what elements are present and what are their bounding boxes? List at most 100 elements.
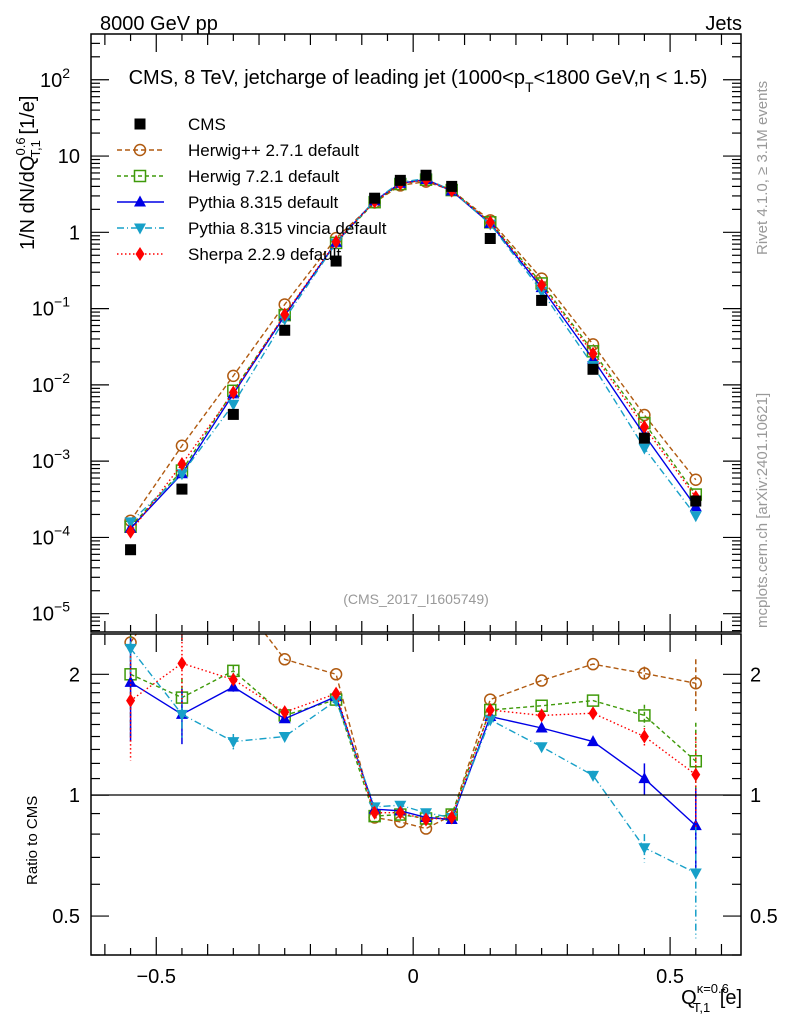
series-pythia-8-315-vincia-default-ratio-point [124,643,137,655]
series-sherpa-2-2-9-default-ratio-point [331,686,341,701]
y-tick-base: 10 [32,527,54,549]
cms-data-point [690,495,702,507]
series-herwig-2-7-1-default-point [638,408,651,422]
legend-marker [133,169,147,183]
legend-label: Herwig++ 2.7.1 default [188,141,359,160]
series-pythia-8-315-vincia-default-ratio-line [130,647,697,874]
series-herwig-2-7-1-default-point [227,369,240,383]
series-pythia-8-315-vincia-default-ratio-point [638,843,651,855]
y-tick-base: 10 [32,451,54,473]
xlabel-superscript: κ=0.6 [697,981,729,996]
series-herwig-7-2-1-default-ratio-point [638,709,651,722]
series-pythia-8-315-vincia-default-point [175,469,188,481]
side-label-rivet: Rivet 4.1.0, ≥ 3.1M events [754,81,771,255]
ratio-tick-label: 1 [69,785,80,807]
y-tick-base: 1 [69,222,80,244]
legend-label: Herwig 7.2.1 default [188,167,339,186]
y-tick-exponent: −4 [54,522,70,538]
y-axis-label: 1/N dN/dQ0.6T,1 [1/e] [13,96,43,250]
series-cms-main [125,169,702,556]
legend-marker [134,118,146,130]
plot-title: CMS, 8 TeV, jetcharge of leading jet (10… [129,67,708,95]
x-tick-label: 0.5 [656,966,684,988]
legend-label: Pythia 8.315 vincia default [188,219,387,238]
ratio-tick-label: 2 [69,664,80,686]
series-pythia-8-315-vincia-default-ratio-point [689,868,702,880]
y-tick-label: 10−5 [32,599,70,626]
y-tick-exponent: 2 [62,65,70,81]
series-herwig-2-7-1-default-ratio-point [638,667,651,680]
series-sherpa-2-2-9-default-ratio [126,634,701,829]
analysis-label: (CMS_2017_I1605749) [343,591,489,607]
cms-data-point [446,180,458,192]
cms-data-point [227,408,239,420]
series-pythia-8-315-vincia-default-point [689,511,702,523]
y-tick-exponent: −3 [54,446,70,462]
y-tick-base: 10 [32,375,54,397]
y-tick-label: 1 [69,222,80,244]
title-part: <1800 GeV,η < 1.5) [534,67,708,89]
series-sherpa-2-2-9-default-ratio-point [395,805,405,820]
y-tick-exponent: −1 [54,294,70,310]
series-pythia-8-315-vincia-default-point [124,517,137,529]
series-pythia-8-315-vincia-default-ratio-point [484,715,497,727]
series-sherpa-2-2-9-default-ratio-point [537,708,547,723]
series-herwig-2-7-1-default-ratio-line [129,634,696,830]
cms-data-point [484,232,496,244]
series-sherpa-2-2-9-default-ratio-point [280,705,290,720]
legend-label: Sherpa 2.2.9 default [188,245,341,264]
x-axis-label: Qκ=0.6 T,1 [e] [681,981,742,1015]
legend-label: Pythia 8.315 default [188,193,339,212]
xlabel-unit: [e] [714,987,742,1009]
title-part: CMS, 8 TeV, jetcharge of leading jet (10… [129,67,525,89]
cms-data-point [536,294,548,306]
y-tick-label: 102 [40,65,70,92]
ratio-y-axis-label: Ratio to CMS [24,796,41,885]
series-herwig-2-7-1-default-ratio-point [535,674,548,687]
ratio-tick-label: 0.5 [52,906,80,928]
y-tick-label: 10−3 [32,446,70,473]
series-herwig-2-7-1-default-ratio-point [176,562,187,573]
y-tick-label: 10−2 [32,370,70,397]
series-sherpa-2-2-9-default-ratio-point [228,672,238,687]
series-sherpa-2-2-9-default-point [331,234,341,249]
series-pythia-8-315-vincia-default-point [227,399,240,411]
cms-data-point [369,192,381,204]
series-pythia-8-315-vincia-default-ratio-point [175,709,188,721]
series-sherpa-2-2-9-default-ratio-point [588,706,598,721]
y-tick-label: 10−1 [32,294,70,321]
ratio-tick-label-right: 1 [750,785,761,807]
series-sherpa-2-2-9-default-point [126,524,136,539]
legend-marker [133,143,147,157]
ylabel-text: 1/N dN/dQ [17,156,39,250]
series-pythia-8-315-default-line [130,178,697,529]
series-herwig-7-2-1-default-ratio-point [586,694,600,707]
side-label-mcplots: mcplots.cern.ch [arXiv:2401.10621] [754,393,771,628]
y-tick-base: 10 [32,604,54,626]
series-pythia-8-315-default-ratio [124,638,702,874]
x-tick-label: −0.5 [137,966,176,988]
cms-data-point [176,483,188,495]
legend-marker [134,195,146,207]
series-sherpa-2-2-9-default-ratio-point [370,805,380,820]
title-subscript: T [525,79,534,95]
header-right: Jets [705,13,742,35]
series-sherpa-2-2-9-default-point [177,457,187,472]
cms-data-point [330,255,342,267]
series-herwig-7-2-1-default-ratio-line [130,670,697,820]
legend-label: CMS [188,115,226,134]
series-sherpa-2-2-9-default-point [228,385,238,400]
series-sherpa-2-2-9-default-point [537,278,547,293]
series-herwig-2-7-1-default-ratio-point [689,677,703,690]
series-pythia-8-315-vincia-default-ratio-point [587,770,600,782]
series-herwig-2-7-1-default-ratio-point [228,587,239,598]
series-herwig-2-7-1-default-ratio-point [329,668,343,681]
y-tick-exponent: −2 [54,370,70,386]
y-tick-base: 10 [40,70,62,92]
series-pythia-8-315-vincia-default-ratio-point [227,737,240,749]
xlabel-text: Q [681,987,697,1009]
plot-marks [124,169,703,939]
series-herwig-2-7-1-default-point [175,439,189,453]
series-sherpa-2-2-9-default-ratio-point [447,810,457,825]
